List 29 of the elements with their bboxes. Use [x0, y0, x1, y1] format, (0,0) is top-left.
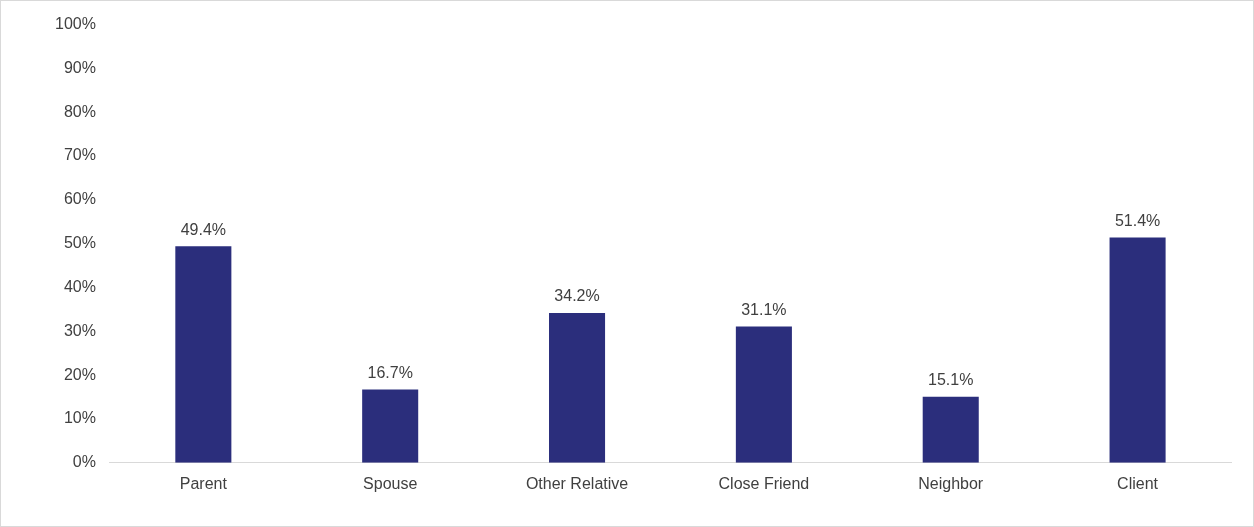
y-tick-label: 90% [63, 58, 96, 76]
data-label: 31.1% [741, 300, 787, 318]
bar [922, 396, 979, 463]
y-tick-label: 60% [63, 190, 96, 208]
data-label: 51.4% [1114, 211, 1161, 229]
y-tick-label: 40% [63, 277, 96, 295]
data-label: 16.7% [367, 364, 413, 382]
y-tick-label: 70% [63, 146, 96, 164]
bar [735, 326, 792, 463]
x-tick-label: Client [1117, 474, 1159, 492]
data-label: 49.4% [180, 220, 227, 238]
data-label: 15.1% [928, 371, 974, 389]
bar [549, 312, 606, 463]
y-tick-label: 100% [55, 15, 96, 33]
bar [1109, 237, 1166, 463]
x-tick-label: Spouse [363, 474, 418, 492]
y-tick-label: 10% [63, 409, 96, 427]
y-tick-label: 20% [63, 365, 96, 383]
y-tick-label: 80% [63, 102, 96, 120]
bar [175, 246, 232, 463]
bar [362, 389, 419, 463]
x-tick-label: Close Friend [718, 474, 810, 492]
x-tick-label: Parent [179, 474, 228, 492]
y-tick-label: 0% [72, 453, 96, 471]
y-tick-label: 50% [63, 234, 96, 252]
data-label: 34.2% [554, 287, 600, 305]
x-tick-label: Other Relative [525, 474, 629, 492]
y-tick-label: 30% [63, 321, 96, 339]
x-tick-label: Neighbor [918, 474, 984, 492]
